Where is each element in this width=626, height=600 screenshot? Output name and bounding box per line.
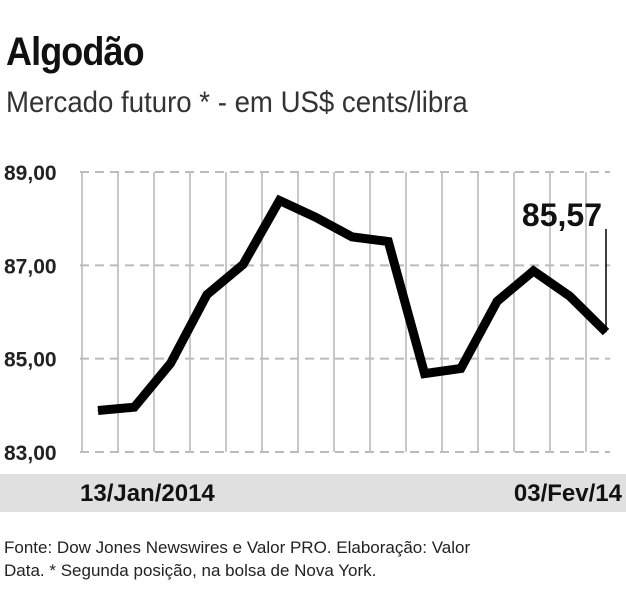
- data-point: [351, 236, 353, 238]
- data-point: [206, 294, 208, 296]
- data-point: [532, 270, 534, 272]
- data-point: [242, 263, 244, 265]
- chart-subtitle: Mercado futuro * - em US$ cents/libra: [6, 86, 468, 119]
- source-line-2: Data. * Segunda posição, na bolsa de Nov…: [4, 561, 377, 580]
- data-point: [496, 300, 498, 302]
- data-point: [460, 367, 462, 369]
- y-tick-label: 87,00: [4, 255, 57, 278]
- source-note: Fonte: Dow Jones Newswires e Valor PRO. …: [4, 536, 624, 582]
- data-point: [569, 295, 571, 297]
- chart-title: Algodão: [6, 30, 145, 74]
- data-point: [315, 216, 317, 218]
- data-point: [170, 362, 172, 364]
- y-tick-label: 89,00: [4, 162, 57, 185]
- data-point: [424, 373, 426, 375]
- y-tick-label: 83,00: [4, 442, 57, 465]
- data-point: [133, 406, 135, 408]
- x-axis-band: [0, 474, 626, 512]
- data-point: [97, 409, 99, 411]
- x-label-start: 13/Jan/2014: [80, 480, 215, 507]
- x-label-end: 03/Fev/14: [513, 480, 622, 507]
- y-tick-label: 85,00: [4, 349, 57, 372]
- data-point: [278, 199, 280, 201]
- last-value-label: 85,57: [522, 197, 602, 233]
- source-line-1: Fonte: Dow Jones Newswires e Valor PRO. …: [4, 538, 471, 557]
- data-point: [387, 241, 389, 243]
